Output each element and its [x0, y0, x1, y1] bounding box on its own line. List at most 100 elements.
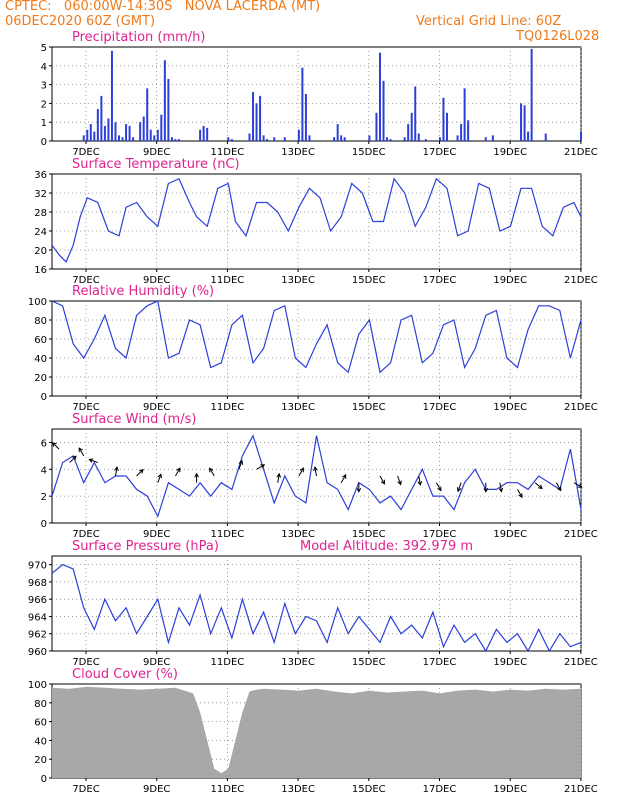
wind-xtick-label-5: 17DEC	[423, 529, 457, 540]
precip-bar-23	[167, 78, 170, 141]
wind-title: Surface Wind (m/s)	[72, 412, 196, 427]
wind-vector-26	[555, 482, 562, 491]
precip-bar-33	[252, 92, 255, 141]
precip-bar-48	[368, 135, 371, 141]
wind-vector-20	[435, 482, 442, 491]
temp-ytick-label-1: 20	[34, 246, 47, 257]
rh-xtick-label-2: 11DEC	[211, 402, 245, 413]
wind-vector-21	[457, 482, 462, 492]
precip-bar-55	[407, 124, 410, 141]
wind-vector-head-8	[194, 472, 199, 478]
header-code: TQ0126L028	[516, 29, 600, 44]
precip-bar-27	[199, 129, 202, 141]
wind-xtick-label-0: 7DEC	[72, 529, 99, 540]
temp-xtick-label-4: 15DEC	[352, 275, 386, 286]
precip-bar-37	[266, 139, 269, 141]
precip-xtick-label-4: 15DEC	[352, 147, 386, 158]
temp-ytick-label-5: 36	[34, 170, 47, 181]
precip-bar-18	[149, 129, 152, 141]
wind-vector-5	[136, 469, 144, 477]
precip-xtick-label-0: 7DEC	[72, 147, 99, 158]
rh-ytick-label-1: 20	[34, 373, 47, 384]
precip-bar-69	[520, 103, 523, 141]
rh-series-line	[51, 300, 582, 374]
precip-bar-71	[527, 131, 530, 141]
precip-bar-62	[445, 112, 448, 141]
precip-bar-38	[273, 137, 276, 141]
wind-vector-head-4	[114, 466, 119, 472]
pressure-xtick-label-1: 9DEC	[143, 657, 170, 668]
precip-title: Precipitation (mm/h)	[72, 30, 205, 45]
cloud-ytick-label-0: 0	[41, 774, 47, 785]
pressure-ytick-label-5: 970	[28, 561, 47, 572]
wind-xtick-label-4: 15DEC	[352, 529, 386, 540]
precip-bar-1	[86, 129, 89, 141]
pressure-ytick-label-1: 962	[28, 630, 47, 641]
wind-vector-4	[114, 467, 118, 477]
wind-vector-7	[175, 467, 181, 477]
precip-bar-52	[386, 137, 389, 141]
precip-bar-65	[463, 88, 466, 141]
wind-vector-1	[69, 455, 77, 463]
rh-ytick-label-2: 40	[34, 354, 47, 365]
precip-bar-13	[128, 125, 131, 141]
precip-bar-50	[378, 52, 381, 141]
precip-bar-15	[139, 122, 142, 141]
precip-xtick-label-7: 21DEC	[564, 147, 598, 158]
wind-vector-head-23	[498, 487, 504, 493]
wind-xtick-label-6: 19DEC	[493, 529, 527, 540]
precip-bar-44	[333, 137, 336, 141]
cloud-xtick-label-0: 7DEC	[72, 784, 99, 795]
precip-bar-21	[160, 114, 163, 141]
precip-bar-74	[580, 131, 582, 141]
temp-xtick-label-7: 21DEC	[564, 275, 598, 286]
pressure-ytick-label-3: 966	[28, 595, 47, 606]
wind-vector-head-12	[276, 472, 281, 478]
precip-xtick-label-1: 9DEC	[143, 147, 170, 158]
wind-vector-head-9	[209, 467, 214, 473]
precip-bar-68	[491, 135, 494, 141]
precip-bar-39	[283, 137, 286, 141]
cloud-xtick-label-1: 9DEC	[143, 784, 170, 795]
cloud-ytick-label-5: 100	[28, 680, 47, 691]
precip-bar-2	[89, 124, 92, 141]
precip-ytick-label-5: 5	[41, 43, 47, 54]
precip-bar-70	[523, 105, 526, 141]
wind-vector-2	[78, 447, 85, 457]
precip-bar-49	[375, 112, 378, 141]
wind-xtick-label-2: 11DEC	[211, 529, 245, 540]
wind-vector-6	[157, 474, 162, 483]
precip-bar-22	[163, 60, 166, 141]
cloud-area	[52, 686, 581, 778]
rh-xtick-label-4: 15DEC	[352, 402, 386, 413]
temp-xtick-label-6: 19DEC	[493, 275, 527, 286]
precip-xtick-label-3: 13DEC	[281, 147, 315, 158]
pressure-xtick-label-4: 15DEC	[352, 657, 386, 668]
wind-vector-head-26	[557, 486, 562, 492]
wind-vector-17	[379, 475, 385, 485]
temp-xtick-label-3: 13DEC	[281, 275, 315, 286]
wind-vector-18	[397, 475, 402, 485]
precip-ytick-label-1: 1	[41, 118, 47, 129]
pressure-ytick-label-0: 960	[28, 647, 47, 658]
precip-bar-34	[255, 103, 258, 141]
cloud-xtick-label-6: 19DEC	[493, 784, 527, 795]
wind-vector-head-18	[397, 480, 402, 486]
precip-bar-19	[153, 135, 156, 141]
header-date: 06DEC2020 60Z (GMT)	[5, 14, 156, 29]
cloud-ytick-label-3: 60	[34, 718, 47, 729]
temp-title: Surface Temperature (nC)	[72, 157, 240, 172]
wind-xtick-label-7: 21DEC	[564, 529, 598, 540]
precip-bar-6	[103, 125, 106, 141]
precip-bar-0	[82, 135, 85, 141]
pressure-annotation: Model Altitude: 392.979 m	[300, 539, 473, 554]
wind-frame	[51, 428, 582, 524]
precip-bar-28	[202, 125, 205, 141]
wind-series-line	[51, 434, 582, 518]
pressure-xtick-label-6: 19DEC	[493, 657, 527, 668]
wind-vector-14	[314, 467, 317, 477]
precip-bar-5	[100, 95, 103, 141]
wind-vector-24	[517, 489, 523, 498]
wind-vector-head-16	[356, 487, 362, 493]
header-grid-note: Vertical Grid Line: 60Z	[416, 14, 562, 29]
